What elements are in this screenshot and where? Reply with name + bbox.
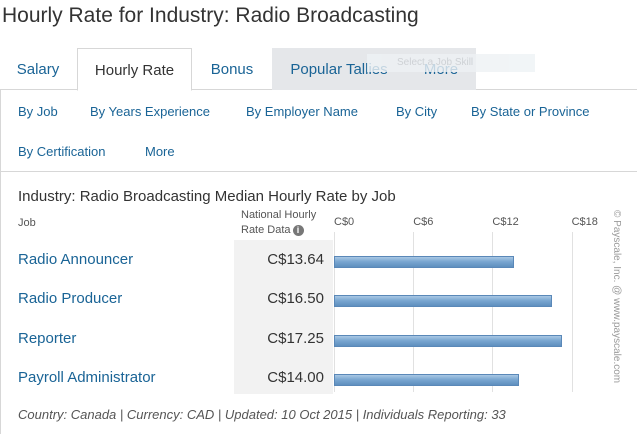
- job-link[interactable]: Payroll Administrator: [18, 369, 156, 386]
- bar: [334, 256, 514, 268]
- info-icon[interactable]: i: [292, 224, 304, 236]
- rate-value: C$16.50: [267, 290, 324, 307]
- bar: [334, 374, 519, 386]
- subnav-divider: [0, 171, 637, 172]
- tab-bar: Salary Hourly Rate Bonus Popular Tallies…: [0, 48, 637, 91]
- gridline: [492, 232, 494, 392]
- chart-footer: Country: Canada | Currency: CAD | Update…: [18, 407, 506, 422]
- subnav-by-years-experience[interactable]: By Years Experience: [90, 104, 210, 119]
- x-tick-label: C$12: [492, 216, 519, 228]
- tab-bonus[interactable]: Bonus: [210, 61, 254, 78]
- subnav: By Job By Years Experience By Employer N…: [0, 90, 637, 172]
- column-header-rate-line1: National Hourly: [241, 209, 317, 221]
- tab-salary[interactable]: Salary: [16, 61, 60, 78]
- page-title: Hourly Rate for Industry: Radio Broadcas…: [2, 4, 419, 27]
- tab-hourly-rate[interactable]: Hourly Rate: [77, 48, 192, 91]
- payscale-watermark: © Payscale, Inc. @ www.payscale.com: [610, 210, 626, 390]
- subnav-by-job[interactable]: By Job: [18, 104, 58, 119]
- value-column-background: [234, 240, 333, 394]
- column-header-rate: National Hourly Rate Data i: [241, 209, 316, 237]
- bar: [334, 295, 552, 307]
- job-link[interactable]: Radio Producer: [18, 290, 123, 307]
- rate-value: C$17.25: [267, 330, 324, 347]
- x-tick-label: C$6: [413, 216, 434, 228]
- rate-value: C$13.64: [267, 251, 324, 268]
- column-header-rate-line2: Rate Data i: [241, 224, 316, 237]
- column-header-job: Job: [18, 217, 36, 229]
- x-tick-label: C$18: [571, 216, 598, 228]
- subnav-more[interactable]: More: [145, 144, 175, 159]
- chart-title: Industry: Radio Broadcasting Median Hour…: [18, 188, 396, 205]
- rate-value: C$14.00: [267, 369, 324, 386]
- subnav-by-employer-name[interactable]: By Employer Name: [246, 104, 358, 119]
- column-header-rate-text: Rate Data: [241, 224, 291, 236]
- x-tick-label: C$0: [334, 216, 355, 228]
- watermark-text: © Payscale, Inc. @ www.payscale.com: [611, 210, 622, 384]
- gridline: [334, 232, 335, 392]
- subnav-by-city[interactable]: By City: [396, 104, 438, 119]
- ghost-tooltip: Select a Job Skill: [367, 54, 535, 72]
- gridline: [413, 232, 415, 392]
- gridline: [571, 232, 573, 392]
- subnav-by-certification[interactable]: By Certification: [18, 144, 106, 159]
- panel-border: [0, 90, 1, 434]
- subnav-by-state-or-province[interactable]: By State or Province: [471, 104, 590, 119]
- job-link[interactable]: Reporter: [18, 330, 77, 347]
- bar: [334, 335, 562, 347]
- job-link[interactable]: Radio Announcer: [18, 251, 134, 268]
